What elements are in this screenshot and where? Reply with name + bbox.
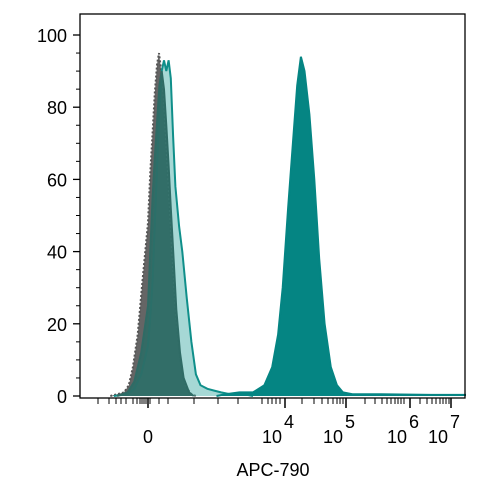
series-2-area [117, 71, 194, 396]
x-tick-exponent: 4 [284, 412, 294, 432]
y-tick-label: 20 [47, 315, 67, 335]
x-tick-label: 10 [262, 427, 282, 447]
series-2-outline [116, 70, 195, 397]
series-3-area [216, 56, 465, 396]
series-3-outline [216, 56, 466, 397]
x-tick-label: 0 [143, 427, 153, 447]
x-axis-title: APC-790 [236, 460, 309, 480]
y-tick-label: 80 [47, 98, 67, 118]
x-tick-label: 10 [323, 427, 343, 447]
x-tick-label: 10 [387, 427, 407, 447]
y-axis: 0 20 40 60 80 100 [37, 26, 80, 407]
x-tick-label: 10 [428, 427, 448, 447]
x-tick-exponent: 5 [345, 412, 355, 432]
series-layer [110, 52, 466, 397]
series-1-area [113, 60, 253, 397]
x-tick-exponent: 6 [409, 412, 419, 432]
y-tick-label: 100 [37, 26, 67, 46]
y-tick-label: 60 [47, 170, 67, 190]
y-tick-label: 40 [47, 243, 67, 263]
y-tick-label: 0 [57, 387, 67, 407]
x-tick-exponent: 7 [450, 412, 460, 432]
series-0-outline [110, 52, 197, 397]
